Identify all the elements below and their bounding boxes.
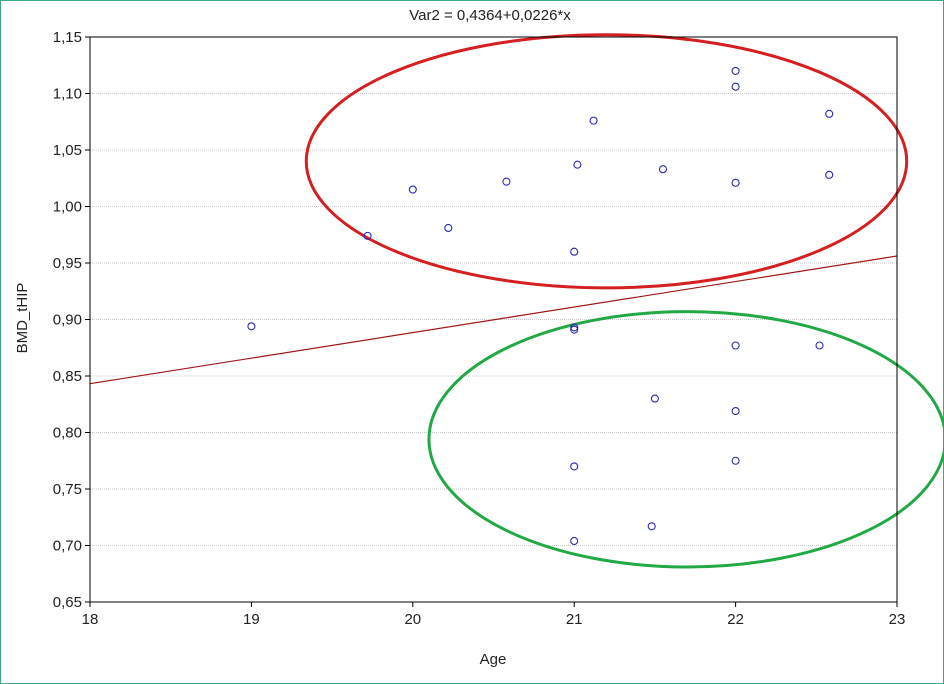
- y-tick-label: 0,80: [53, 425, 82, 442]
- data-point: [731, 341, 740, 350]
- y-tick-label: 0,95: [53, 255, 82, 272]
- data-point: [363, 231, 372, 240]
- y-tick-label: 0,85: [53, 368, 82, 385]
- data-point: [815, 341, 824, 350]
- data-point: [247, 322, 256, 331]
- red-highlight-ellipse: [304, 33, 909, 290]
- x-tick-label: 21: [566, 611, 583, 628]
- data-point: [658, 165, 668, 174]
- data-point: [444, 223, 453, 233]
- data-point: [731, 456, 740, 465]
- data-point: [408, 185, 417, 194]
- data-point: [570, 247, 579, 256]
- data-point: [731, 406, 740, 416]
- data-point: [731, 178, 740, 187]
- x-tick-label: 18: [82, 611, 99, 628]
- green-highlight-ellipse: [427, 310, 944, 569]
- y-tick-label: 0,70: [53, 538, 82, 555]
- regression-layer: [89, 255, 898, 385]
- data-point: [731, 82, 740, 91]
- y-tick-label: 1,00: [53, 199, 82, 216]
- data-point: [825, 109, 834, 118]
- data-point: [570, 462, 579, 471]
- regression-line: [89, 255, 898, 385]
- data-point: [570, 536, 579, 546]
- data-point: [650, 394, 659, 403]
- data-point: [502, 177, 511, 186]
- annotation-ellipses: [304, 33, 944, 569]
- y-axis-title: BMD_tHIP: [14, 283, 31, 354]
- x-tick-label: 19: [243, 611, 260, 628]
- y-tick-label: 1,05: [53, 142, 82, 159]
- y-tick-label: 0,90: [53, 312, 82, 329]
- x-tick-label: 23: [889, 611, 906, 628]
- data-point: [647, 522, 656, 531]
- data-point: [570, 323, 579, 332]
- plot-area-border: [89, 36, 898, 603]
- y-tick-label: 0,75: [53, 481, 82, 498]
- axes: 0,65 0,70 0,75 0,80 0,85 0,90 0,95 1,00 1,05 1,10…: [53, 29, 906, 628]
- y-tick-label: 1,15: [53, 29, 82, 46]
- data-points: [247, 66, 834, 546]
- x-tick-label: 20: [404, 611, 421, 628]
- x-tick-label: 22: [727, 611, 744, 628]
- data-point: [570, 325, 579, 334]
- data-point: [573, 160, 582, 169]
- data-point: [731, 66, 740, 75]
- grid-lines: [90, 93, 897, 546]
- data-point: [825, 170, 834, 179]
- x-axis-title: Age: [480, 651, 507, 668]
- y-tick-label: 0,65: [53, 594, 82, 611]
- y-tick-label: 1,10: [53, 86, 82, 103]
- data-point: [589, 116, 598, 125]
- chart-title: Var2 = 0,4364+0,0226*x: [409, 7, 571, 24]
